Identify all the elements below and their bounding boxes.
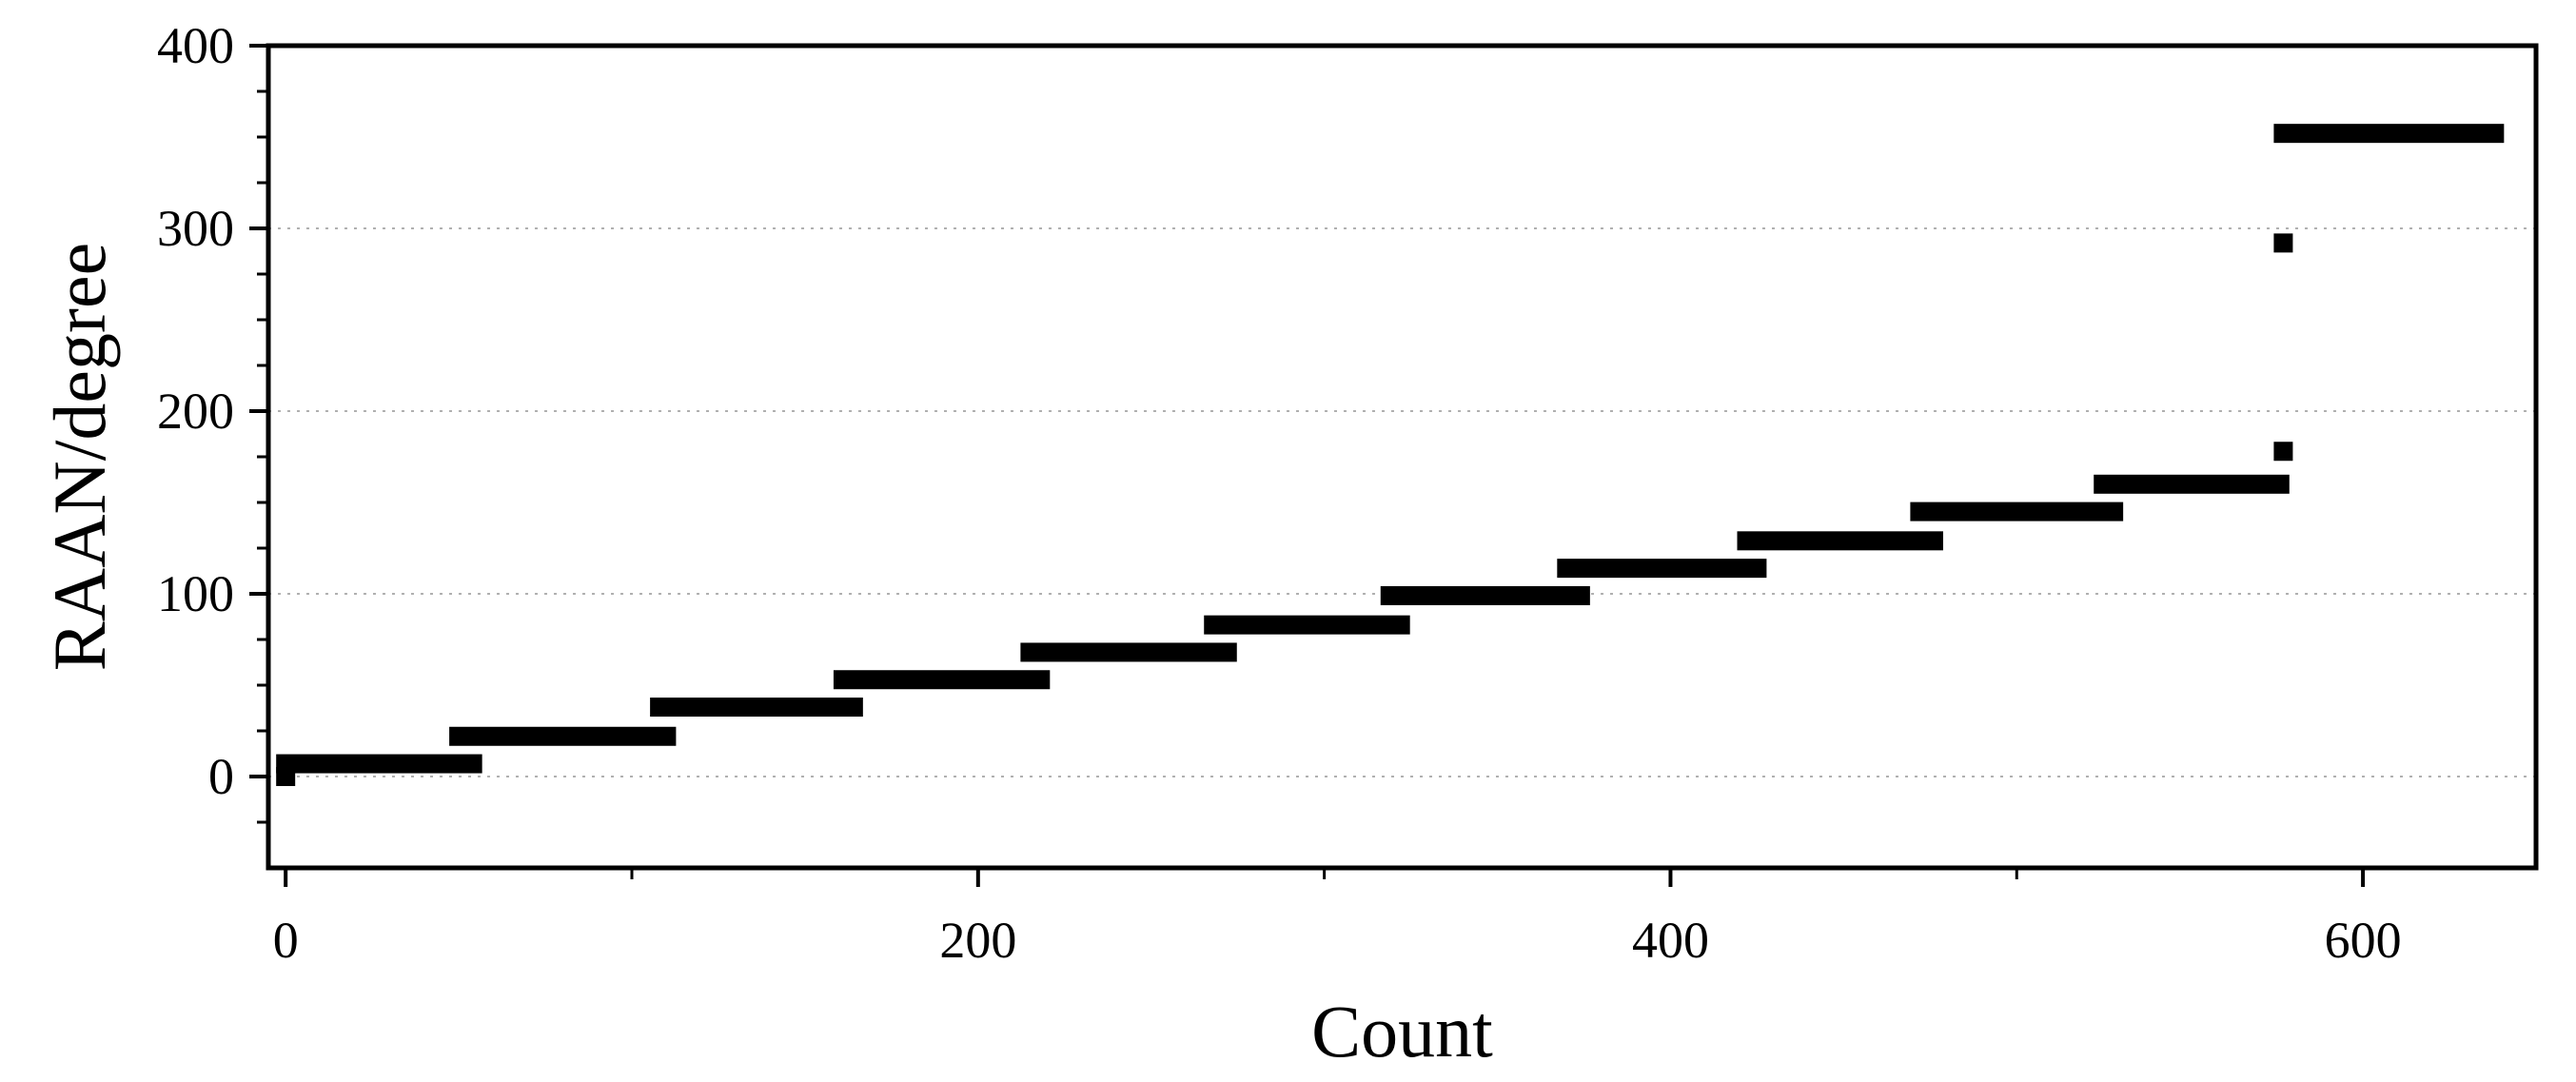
x-tick-label-200: 200 [939, 912, 1016, 969]
axis-ticks: 0 100 200 300 400 0 200 400 600 [157, 17, 2402, 969]
y-tick-label-200: 200 [157, 383, 234, 440]
data-point-1 [276, 767, 296, 786]
data-segment-4 [833, 670, 1051, 690]
data-point-3 [2273, 233, 2293, 253]
data-segment-8 [1557, 559, 1767, 579]
data-point-2 [2273, 442, 2293, 462]
y-tick-label-400: 400 [157, 17, 234, 74]
data-series [276, 124, 2505, 786]
x-tick-label-600: 600 [2325, 912, 2402, 969]
data-segment-3 [650, 698, 863, 718]
data-segment-2 [449, 726, 677, 746]
y-tick-label-0: 0 [208, 748, 234, 805]
data-segment-12 [2273, 124, 2505, 144]
data-segment-10 [1910, 502, 2124, 521]
data-segment-7 [1380, 585, 1590, 605]
data-segment-11 [2094, 474, 2290, 494]
y-tick-label-100: 100 [157, 565, 234, 622]
data-segment-1 [276, 754, 482, 774]
y-axis-title: RAAN/degree [38, 243, 121, 672]
x-tick-label-400: 400 [1632, 912, 1709, 969]
data-segment-6 [1204, 615, 1410, 635]
x-axis-title: Count [1311, 990, 1493, 1072]
data-segment-5 [1020, 642, 1237, 662]
data-segment-9 [1737, 531, 1943, 551]
gridlines [268, 227, 2536, 777]
y-tick-label-300: 300 [157, 200, 234, 257]
x-tick-label-0: 0 [273, 912, 299, 969]
